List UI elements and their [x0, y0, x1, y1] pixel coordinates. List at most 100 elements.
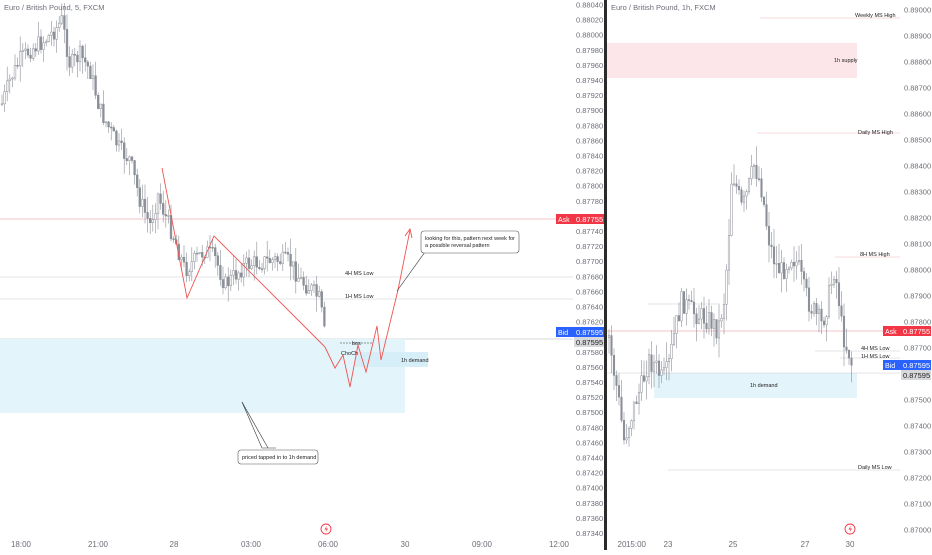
right-candle-body — [830, 283, 833, 286]
right-candle-body — [832, 279, 836, 285]
right-price-tick: 0.87300 — [904, 448, 931, 457]
left-price-tick: 0.88020 — [576, 16, 603, 25]
right-candle-body — [707, 312, 711, 330]
annotation-text-2b: a possible reversal pattern — [425, 243, 490, 249]
left-candle-body — [167, 215, 170, 217]
lightning-icon[interactable] — [320, 523, 332, 535]
left-price-tick: 0.87560 — [576, 363, 603, 372]
left-ask-tag-bg — [556, 214, 574, 224]
left-time-tick: 09:00 — [472, 540, 493, 549]
right-candle-body — [695, 313, 698, 325]
left-bid-price: 0.87595 — [576, 328, 603, 337]
right-ask-price-bg — [901, 326, 931, 336]
right-bid-tag-bg — [883, 360, 901, 370]
right-candle-body — [630, 420, 633, 429]
right-price-tick: 0.88100 — [904, 240, 931, 249]
right-time-tick: 23 — [664, 540, 673, 549]
left-candle-body — [24, 48, 27, 51]
left-candle-body — [102, 103, 105, 124]
left-price-tick: 0.87460 — [576, 438, 603, 447]
right-candle-body — [780, 262, 783, 274]
right-chart-panel[interactable]: 1h supply 1h demand Weekly MS High Daily… — [607, 3, 931, 549]
left-candle-body — [65, 29, 69, 57]
left-candle-body — [214, 247, 217, 257]
right-candle-body — [732, 183, 736, 186]
left-price-tick: 0.87420 — [576, 469, 603, 478]
right-candle-body — [752, 164, 756, 167]
left-sketch-projection — [324, 229, 411, 388]
left-chart-panel[interactable]: 1h demand 4H MS Low 1H MS Low bos ChoCh … — [0, 1, 647, 550]
left-4h-ms-low-label: 4H MS Low — [345, 271, 373, 277]
bos-label: bos — [352, 341, 361, 347]
right-price-tick: 0.87700 — [904, 344, 931, 353]
right-price-tick: 0.87500 — [904, 396, 931, 405]
left-candle-body — [232, 270, 235, 276]
right-last-price-bg — [901, 370, 931, 380]
right-candle-body — [742, 195, 746, 203]
right-candle-body — [810, 311, 813, 314]
right-candle-body — [717, 320, 721, 339]
left-candle-body — [37, 36, 40, 52]
right-price-axis[interactable]: 0.89000 0.88900 0.88800 0.88700 0.88600 0.885… — [904, 6, 931, 535]
left-candle-body — [211, 247, 214, 249]
right-price-tick: 0.89000 — [904, 6, 931, 15]
lightning-icon[interactable] — [844, 523, 856, 535]
left-price-tick: 0.87740 — [576, 227, 603, 236]
left-price-tick: 0.87800 — [576, 182, 603, 191]
left-candle-body — [115, 130, 118, 146]
right-time-tick: 20 — [618, 540, 627, 549]
right-price-tick: 0.88600 — [904, 110, 931, 119]
right-candle-body — [827, 285, 831, 317]
right-candle-body — [795, 261, 798, 267]
annotation-text-2a: looking for this, pattern next week for — [425, 236, 515, 242]
right-candle-body — [772, 246, 776, 265]
right-price-tick: 0.87000 — [904, 526, 931, 535]
left-time-tick: 28 — [170, 540, 179, 549]
left-price-axis[interactable]: 0.88040 0.88020 0.88000 0.87980 0.87960 0.879… — [576, 1, 603, 539]
left-price-tick: 0.88040 — [576, 1, 603, 10]
right-candle-body — [712, 319, 716, 329]
left-candle-body — [149, 218, 152, 223]
panel-divider[interactable] — [604, 0, 607, 550]
left-price-tick: 0.87380 — [576, 499, 603, 508]
right-last-price: 0.87595 — [903, 371, 930, 380]
left-candle-body — [273, 256, 277, 260]
left-price-tick: 0.87540 — [576, 378, 603, 387]
right-candle-body — [655, 360, 658, 363]
left-time-tick: 12:00 — [549, 540, 570, 549]
left-candle-body — [318, 291, 321, 297]
right-candle-body — [715, 319, 718, 339]
left-candle-body — [201, 252, 204, 258]
left-candle-body — [234, 270, 238, 280]
left-candle-body — [128, 156, 131, 161]
left-candle-body — [78, 45, 82, 63]
left-price-tick: 0.87480 — [576, 423, 603, 432]
left-candle-body — [260, 268, 264, 270]
right-candle-body — [782, 262, 786, 279]
right-ask-tag-bg — [883, 326, 901, 336]
right-candle-body — [652, 362, 656, 372]
left-candle-body — [89, 65, 92, 79]
left-candle-body — [39, 36, 43, 50]
left-candle-body — [6, 80, 9, 92]
right-candle-body — [647, 354, 651, 377]
right-price-tick: 0.88500 — [904, 136, 931, 145]
left-candle-body — [32, 48, 35, 59]
right-candle-body — [680, 291, 683, 322]
left-candle-body — [289, 254, 292, 267]
right-candle-body — [720, 317, 723, 322]
right-bid-price: 0.87595 — [903, 361, 930, 370]
left-candle-body — [312, 284, 316, 286]
left-ask-price: 0.87755 — [576, 215, 603, 224]
right-candle-body — [745, 191, 748, 197]
right-candle-body — [672, 333, 676, 345]
left-time-tick: 15:00 — [626, 540, 647, 549]
left-candle-body — [266, 256, 269, 259]
left-price-tick: 0.87980 — [576, 46, 603, 55]
left-candle-body — [315, 284, 318, 297]
left-time-axis[interactable]: 18:00 21:00 28 03:00 06:00 30 09:00 12:00 15:00 — [11, 540, 647, 549]
left-candle-body — [297, 278, 300, 282]
8h-ms-high-label: 8H MS High — [860, 252, 890, 258]
right-time-axis[interactable]: 20 23 25 27 30 — [618, 540, 855, 549]
left-candle-body — [76, 54, 79, 63]
